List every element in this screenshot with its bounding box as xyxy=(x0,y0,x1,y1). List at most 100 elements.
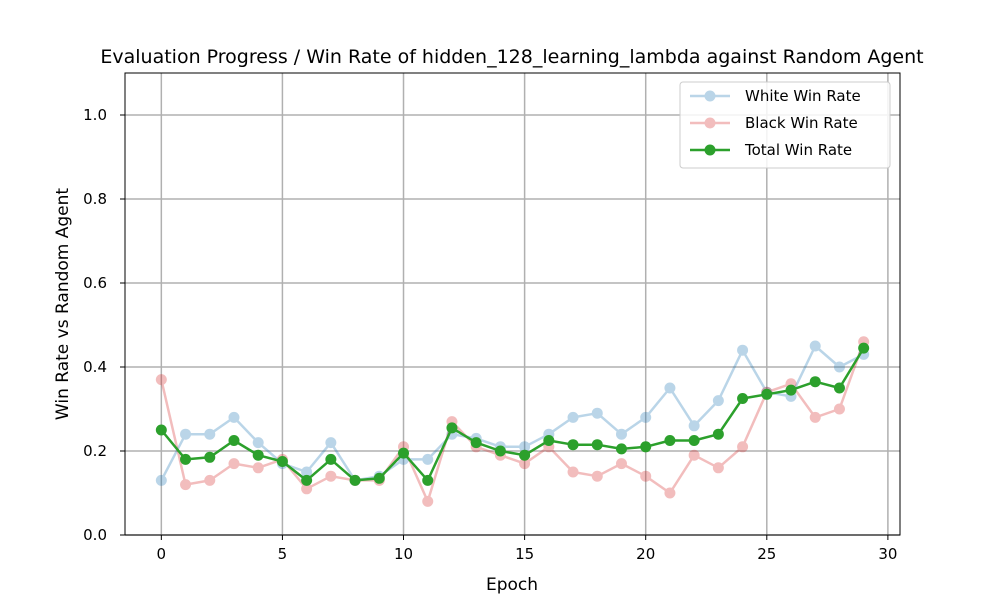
data-point xyxy=(252,462,264,474)
ticks: 0 5 10 15 20 25 30 0.0 0.2 0.4 0.6 0.8 1.0 xyxy=(83,106,897,563)
y-tick-label: 1.0 xyxy=(83,106,107,124)
x-tick-label: 15 xyxy=(515,545,534,563)
y-tick-label: 0.0 xyxy=(83,526,107,544)
data-point xyxy=(422,495,434,507)
legend-dot xyxy=(704,144,716,156)
legend-marker-2 xyxy=(690,117,730,129)
data-point xyxy=(470,437,482,449)
data-point xyxy=(373,472,385,484)
data-point xyxy=(615,428,627,440)
legend-box xyxy=(679,81,891,169)
data-point xyxy=(688,420,700,432)
data-point xyxy=(664,382,676,394)
data-point xyxy=(252,437,264,449)
data-point xyxy=(252,449,264,461)
data-point xyxy=(228,458,240,470)
data-point xyxy=(712,428,724,440)
data-point xyxy=(640,411,652,423)
data-point xyxy=(155,374,167,386)
legend-label: White Win Rate xyxy=(745,87,861,105)
data-point xyxy=(858,342,870,354)
data-point xyxy=(737,393,749,404)
data-point xyxy=(519,458,531,470)
legend-dot xyxy=(704,117,716,129)
data-point xyxy=(301,474,313,486)
x-tick-label: 30 xyxy=(878,545,897,563)
data-point xyxy=(422,453,434,465)
data-point xyxy=(155,424,167,436)
data-point xyxy=(204,428,216,440)
data-point xyxy=(349,474,361,486)
data-point xyxy=(567,466,579,478)
data-point xyxy=(519,441,531,453)
data-point xyxy=(180,428,192,440)
data-point xyxy=(833,382,845,394)
data-point xyxy=(276,456,288,467)
data-point xyxy=(761,388,773,400)
data-point xyxy=(833,361,845,373)
legend-label: Black Win Rate xyxy=(745,114,858,132)
data-point xyxy=(664,435,676,446)
data-point xyxy=(785,384,797,396)
data-point xyxy=(325,437,337,449)
legend-marker-1 xyxy=(690,90,730,102)
data-point xyxy=(640,470,652,482)
data-point xyxy=(712,395,724,407)
data-point xyxy=(155,474,167,486)
y-tick-label: 0.8 xyxy=(83,190,107,208)
data-point xyxy=(809,376,821,388)
data-point xyxy=(712,462,724,474)
data-point xyxy=(688,435,700,446)
x-tick-label: 20 xyxy=(636,545,655,563)
data-point xyxy=(664,487,676,499)
legend: White Win Rate Black Win Rate Total Win Ra… xyxy=(679,81,891,169)
data-point xyxy=(615,443,627,455)
chart-title: Evaluation Progress / Win Rate of hidden… xyxy=(100,46,923,68)
y-tick-label: 0.2 xyxy=(83,442,107,460)
data-point xyxy=(591,470,603,482)
x-tick-label: 10 xyxy=(394,545,413,563)
series-3 xyxy=(155,342,870,486)
data-point xyxy=(543,435,555,446)
data-point xyxy=(737,344,749,356)
data-point xyxy=(398,447,410,459)
data-point xyxy=(204,451,216,463)
axes-frame xyxy=(124,72,901,536)
data-point xyxy=(228,435,240,446)
data-point xyxy=(204,474,216,486)
x-tick-label: 25 xyxy=(757,545,776,563)
data-point xyxy=(567,411,579,423)
data-point xyxy=(228,411,240,423)
x-tick-label: 5 xyxy=(278,545,288,563)
data-point xyxy=(615,458,627,470)
data-point xyxy=(325,453,337,465)
data-point xyxy=(422,474,434,486)
data-point xyxy=(519,449,531,461)
data-point xyxy=(737,441,749,453)
data-point xyxy=(325,470,337,482)
x-tick-label: 0 xyxy=(157,545,167,563)
legend-dot xyxy=(704,90,716,102)
data-point xyxy=(640,441,652,453)
legend-label: Total Win Rate xyxy=(744,141,852,159)
data-point xyxy=(301,483,313,495)
data-point xyxy=(180,479,192,491)
data-point xyxy=(180,453,192,465)
data-point xyxy=(494,445,506,457)
data-point xyxy=(809,340,821,352)
y-tick-label: 0.4 xyxy=(83,358,107,376)
data-point xyxy=(591,407,603,419)
y-tick-label: 0.6 xyxy=(83,274,107,292)
data-point xyxy=(688,449,700,461)
data-point xyxy=(833,403,845,415)
data-point xyxy=(301,466,313,478)
data-point xyxy=(809,411,821,423)
y-axis-label: Win Rate vs Random Agent xyxy=(53,188,73,420)
x-axis-label: Epoch xyxy=(486,575,538,595)
data-point xyxy=(446,422,458,434)
data-point xyxy=(567,439,579,451)
series-group xyxy=(155,336,870,507)
legend-marker-3 xyxy=(690,144,730,156)
data-point xyxy=(591,439,603,451)
